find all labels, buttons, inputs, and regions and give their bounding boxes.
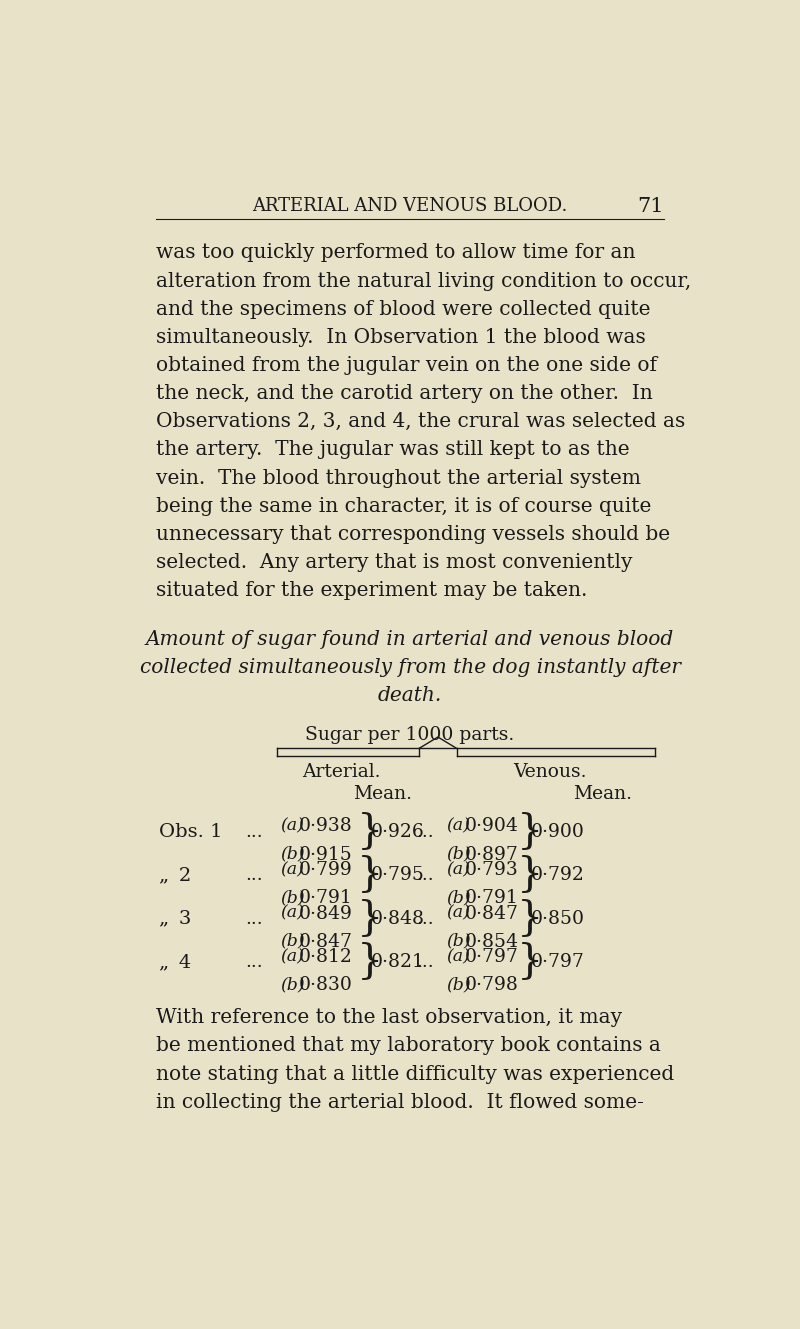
Text: 0·926: 0·926: [371, 823, 425, 840]
Text: }: }: [517, 812, 543, 852]
Text: Mean.: Mean.: [353, 785, 412, 803]
Text: vein.  The blood throughout the arterial system: vein. The blood throughout the arterial …: [156, 469, 641, 488]
Text: (a): (a): [280, 817, 304, 835]
Text: Arterial.: Arterial.: [302, 763, 381, 780]
Text: 71: 71: [638, 197, 664, 217]
Text: (b): (b): [280, 933, 305, 950]
Text: (a): (a): [446, 949, 470, 965]
Text: }: }: [358, 898, 383, 938]
Text: 0·847: 0·847: [298, 933, 352, 950]
Text: 0·904: 0·904: [465, 817, 518, 836]
Text: (b): (b): [446, 933, 470, 950]
Text: With reference to the last observation, it may: With reference to the last observation, …: [156, 1009, 622, 1027]
Text: ...: ...: [416, 910, 434, 928]
Text: ...: ...: [246, 867, 263, 884]
Text: 0·849: 0·849: [298, 905, 352, 922]
Text: 0·915: 0·915: [298, 845, 352, 864]
Text: selected.  Any artery that is most conveniently: selected. Any artery that is most conven…: [156, 553, 632, 571]
Text: in collecting the arterial blood.  It flowed some-: in collecting the arterial blood. It flo…: [156, 1092, 644, 1112]
Text: (a): (a): [280, 905, 304, 922]
Text: (b): (b): [446, 845, 470, 863]
Text: (b): (b): [446, 977, 470, 994]
Text: 0·830: 0·830: [298, 977, 352, 994]
Text: ...: ...: [246, 823, 263, 840]
Text: 0·792: 0·792: [531, 867, 585, 884]
Text: was too quickly performed to allow time for an: was too quickly performed to allow time …: [156, 243, 635, 262]
Text: Mean.: Mean.: [573, 785, 632, 803]
Text: „ 3: „ 3: [159, 910, 191, 928]
Text: simultaneously.  In Observation 1 the blood was: simultaneously. In Observation 1 the blo…: [156, 328, 646, 347]
Text: 0·791: 0·791: [298, 889, 352, 908]
Text: Obs. 1: Obs. 1: [159, 823, 222, 840]
Text: 0·938: 0·938: [298, 817, 352, 836]
Text: the artery.  The jugular was still kept to as the: the artery. The jugular was still kept t…: [156, 440, 630, 460]
Text: 0·821: 0·821: [371, 953, 425, 971]
Text: unnecessary that corresponding vessels should be: unnecessary that corresponding vessels s…: [156, 525, 670, 544]
Text: ...: ...: [246, 953, 263, 971]
Text: (b): (b): [446, 889, 470, 906]
Text: be mentioned that my laboratory book contains a: be mentioned that my laboratory book con…: [156, 1037, 661, 1055]
Text: note stating that a little difficulty was experienced: note stating that a little difficulty wa…: [156, 1065, 674, 1083]
Text: (b): (b): [280, 845, 305, 863]
Text: (a): (a): [446, 817, 470, 835]
Text: 0·854: 0·854: [465, 933, 518, 950]
Text: the neck, and the carotid artery on the other.  In: the neck, and the carotid artery on the …: [156, 384, 653, 403]
Text: obtained from the jugular vein on the one side of: obtained from the jugular vein on the on…: [156, 356, 657, 375]
Text: 0·850: 0·850: [531, 910, 585, 928]
Text: ...: ...: [416, 953, 434, 971]
Text: situated for the experiment may be taken.: situated for the experiment may be taken…: [156, 581, 587, 601]
Text: (b): (b): [280, 889, 305, 906]
Text: 0·847: 0·847: [465, 905, 518, 922]
Text: ...: ...: [416, 823, 434, 840]
Text: }: }: [358, 855, 383, 896]
Text: and the specimens of blood were collected quite: and the specimens of blood were collecte…: [156, 299, 650, 319]
Text: 0·791: 0·791: [465, 889, 518, 908]
Text: 0·900: 0·900: [531, 823, 585, 840]
Text: }: }: [358, 942, 383, 982]
Text: }: }: [517, 898, 543, 938]
Text: 0·799: 0·799: [298, 861, 352, 878]
Text: 0·897: 0·897: [465, 845, 518, 864]
Text: ...: ...: [416, 867, 434, 884]
Text: Observations 2, 3, and 4, the crural was selected as: Observations 2, 3, and 4, the crural was…: [156, 412, 685, 431]
Text: collected simultaneously from the dog instantly after: collected simultaneously from the dog in…: [139, 658, 681, 676]
Text: (a): (a): [280, 861, 304, 878]
Text: (b): (b): [280, 977, 305, 994]
Text: }: }: [517, 855, 543, 896]
Text: Sugar per 1000 parts.: Sugar per 1000 parts.: [306, 727, 514, 744]
Text: 0·812: 0·812: [298, 949, 352, 966]
Text: ...: ...: [246, 910, 263, 928]
Text: death.: death.: [378, 686, 442, 704]
Text: 0·795: 0·795: [371, 867, 425, 884]
Text: „ 4: „ 4: [159, 953, 191, 971]
Text: (a): (a): [280, 949, 304, 965]
Text: „ 2: „ 2: [159, 867, 191, 884]
Text: Amount of sugar found in arterial and venous blood: Amount of sugar found in arterial and ve…: [146, 630, 674, 649]
Text: 0·797: 0·797: [465, 949, 518, 966]
Text: ARTERIAL AND VENOUS BLOOD.: ARTERIAL AND VENOUS BLOOD.: [252, 197, 568, 215]
Text: 0·793: 0·793: [465, 861, 518, 878]
Text: 0·798: 0·798: [465, 977, 518, 994]
Text: }: }: [358, 812, 383, 852]
Text: (a): (a): [446, 861, 470, 878]
Text: being the same in character, it is of course quite: being the same in character, it is of co…: [156, 497, 651, 516]
Text: 0·848: 0·848: [371, 910, 425, 928]
Text: (a): (a): [446, 905, 470, 922]
Text: Venous.: Venous.: [513, 763, 586, 780]
Text: alteration from the natural living condition to occur,: alteration from the natural living condi…: [156, 271, 691, 291]
Text: }: }: [517, 942, 543, 982]
Text: 0·797: 0·797: [531, 953, 585, 971]
